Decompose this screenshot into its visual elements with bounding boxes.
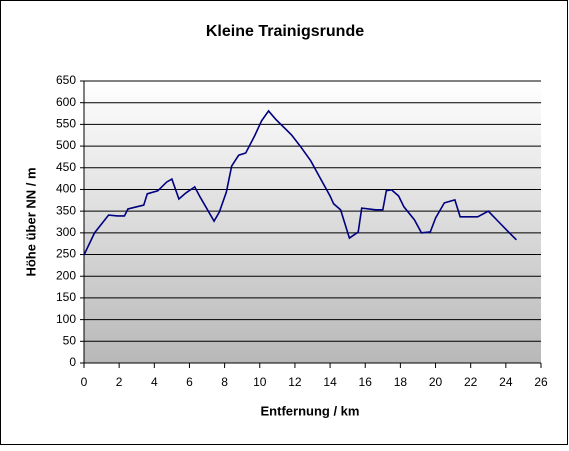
- x-tick-label: 14: [323, 375, 337, 389]
- x-tick-label: 20: [429, 375, 443, 389]
- y-tick-label: 50: [63, 333, 77, 347]
- x-axis-title: Entfernung / km: [261, 403, 360, 418]
- y-tick-label: 450: [56, 160, 76, 174]
- y-axis-title: Höhe über NN / m: [23, 167, 38, 276]
- x-tick-label: 22: [464, 375, 478, 389]
- y-tick-label: 300: [56, 225, 76, 239]
- y-tick-label: 200: [56, 268, 76, 282]
- x-tick-label: 4: [151, 375, 158, 389]
- x-tick-label: 8: [221, 375, 228, 389]
- chart-title: Kleine Trainigsrunde: [206, 23, 364, 40]
- y-tick-label: 500: [56, 138, 76, 152]
- y-tick-label: 0: [69, 355, 76, 369]
- y-tick-label: 600: [56, 95, 76, 109]
- y-tick-label: 100: [56, 312, 76, 326]
- data-line: [83, 109, 517, 256]
- x-tick-label: 18: [394, 375, 408, 389]
- x-tick-label: 2: [116, 375, 123, 389]
- y-tick-label: 250: [56, 247, 76, 261]
- x-tick-label: 6: [186, 375, 193, 389]
- x-tick-label: 26: [534, 375, 548, 389]
- y-tick-label: 400: [56, 182, 76, 196]
- x-tick-label: 12: [288, 375, 302, 389]
- x-tick-label: 16: [359, 375, 373, 389]
- y-tick-label: 650: [56, 73, 76, 87]
- x-tick-label: 10: [253, 375, 267, 389]
- y-tick-label: 550: [56, 117, 76, 131]
- plot-area: [84, 81, 541, 363]
- x-tick-label: 24: [499, 375, 513, 389]
- x-tick-label: 0: [81, 375, 88, 389]
- y-tick-label: 150: [56, 290, 76, 304]
- y-tick-label: 350: [56, 203, 76, 217]
